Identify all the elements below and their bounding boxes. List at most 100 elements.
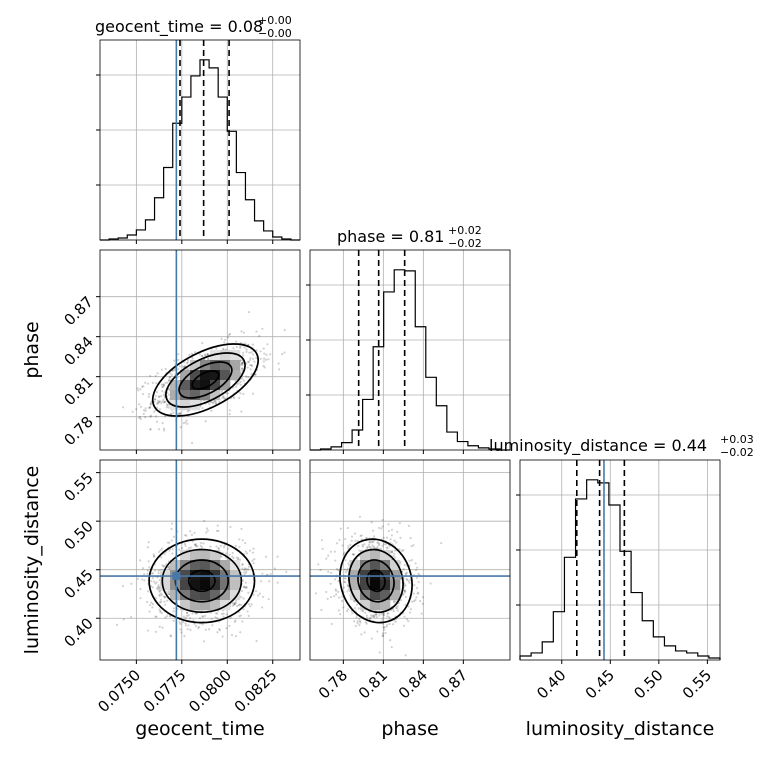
scatter-point (166, 381, 169, 384)
density-cell (210, 590, 221, 601)
scatter-point (245, 570, 248, 573)
scatter-point (146, 572, 149, 575)
scatter-point (395, 606, 398, 609)
density-cell (370, 600, 381, 611)
scatter-point (163, 400, 167, 403)
scatter-point (185, 362, 189, 365)
scatter-point (228, 413, 231, 416)
scatter-point (193, 622, 196, 626)
scatter-point (216, 617, 219, 620)
scatter-point (208, 403, 211, 406)
y-tick-label: 0.55 (60, 469, 96, 505)
scatter-point (220, 612, 224, 616)
scatter-point (214, 616, 217, 619)
density-cell (170, 560, 181, 571)
scatter-point (394, 556, 397, 559)
scatter-point (255, 356, 258, 360)
scatter-point (408, 581, 411, 584)
scatter-point (250, 364, 253, 368)
scatter-point (416, 566, 419, 569)
scatter-point (199, 400, 203, 403)
density-cell (360, 550, 371, 561)
scatter-point (161, 564, 164, 567)
scatter-point (183, 635, 186, 638)
scatter-point (390, 549, 394, 553)
scatter-point (186, 367, 189, 371)
density-cell (380, 570, 391, 581)
density-cell (170, 590, 181, 601)
density-cell (210, 550, 221, 561)
scatter-point (314, 592, 317, 595)
scatter-point (242, 597, 245, 600)
scatter-point (201, 407, 204, 410)
scatter-point (177, 358, 180, 362)
scatter-point (404, 654, 407, 657)
scatter-point (169, 634, 172, 637)
density-cell (220, 580, 231, 591)
scatter-point (217, 547, 220, 551)
scatter-point (152, 410, 156, 413)
scatter-point (365, 547, 369, 550)
scatter-point (203, 640, 206, 643)
scatter-point (146, 600, 149, 604)
scatter-point (179, 628, 182, 631)
scatter-point (250, 351, 253, 354)
scatter-point (156, 372, 159, 375)
scatter-point (378, 614, 381, 617)
scatter-point (388, 639, 392, 642)
phase-histogram-panel: phase = 0.81 +0.02 −0.02 (309, 224, 511, 451)
scatter-point (376, 546, 379, 549)
scatter-point (216, 612, 219, 615)
scatter-point (381, 634, 384, 638)
scatter-point (154, 597, 158, 600)
scatter-point (191, 612, 194, 615)
scatter-point (404, 595, 408, 599)
scatter-point (218, 400, 221, 404)
scatter-point (186, 611, 189, 614)
scatter-point (121, 406, 125, 409)
density-cell (160, 570, 171, 581)
scatter-point (401, 549, 404, 552)
scatter-point (386, 615, 389, 618)
density-cell (200, 580, 211, 591)
scatter-point (143, 579, 146, 582)
truth-marker (172, 572, 181, 581)
scatter-point (219, 544, 222, 547)
scatter-point (355, 616, 358, 619)
scatter-point (146, 382, 150, 385)
scatter-point (136, 387, 139, 390)
scatter-point (186, 422, 189, 425)
scatter-point (285, 570, 288, 574)
scatter-point (163, 429, 166, 432)
scatter-point (335, 542, 339, 545)
scatter-point (250, 363, 253, 367)
scatter-point (238, 538, 241, 541)
scatter-point (161, 400, 164, 403)
scatter-point (189, 546, 193, 549)
scatter-point (231, 551, 234, 555)
scatter-point (403, 563, 406, 566)
panel-frame (99, 249, 301, 451)
scatter-point (236, 604, 239, 608)
contour-line (348, 548, 404, 614)
luminosity-distance-histogram-panel: luminosity_distance = 0.44 +0.03 −0.02 (489, 433, 754, 661)
scatter-point (157, 395, 160, 398)
scatter-point (220, 337, 223, 341)
scatter-point (168, 541, 171, 544)
scatter-point (382, 634, 385, 637)
scatter-point (181, 365, 184, 368)
scatter-point (244, 586, 247, 589)
scatter-point (392, 554, 395, 558)
scatter-point (202, 542, 205, 545)
scatter-point (245, 586, 248, 589)
scatter-point (402, 549, 405, 552)
scatter-point (151, 577, 155, 580)
scatter-point (321, 547, 324, 550)
histogram-step (100, 59, 300, 241)
luminosity-distance-title-minus: −0.02 (720, 446, 754, 459)
density-cell (380, 600, 391, 611)
scatter-point (152, 580, 156, 583)
scatter-point (233, 620, 236, 623)
scatter-point (221, 635, 224, 638)
scatter-point (283, 351, 286, 354)
